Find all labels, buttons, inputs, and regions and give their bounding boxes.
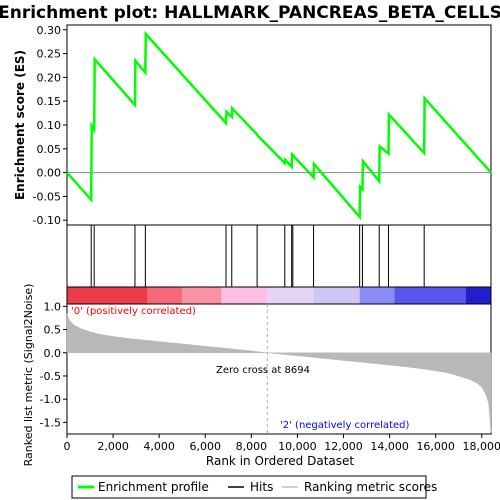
es-y-tick-label: -0.10: [33, 214, 61, 227]
es-y-tick-label: 0.05: [37, 143, 62, 156]
es-y-tick-label: 0.20: [37, 71, 62, 84]
es-y-tick-label: 0.00: [37, 167, 62, 180]
ranking-metric-area: [66, 313, 492, 433]
es-panel-frame: [66, 24, 492, 226]
x-tick-label: 6,000: [190, 440, 222, 453]
x-tick-label: 4,000: [143, 440, 175, 453]
heatbar-segment: [221, 287, 268, 304]
heatbar-segment: [394, 287, 466, 304]
es-profile-line: [66, 30, 492, 221]
x-tick-label: 12,000: [324, 440, 363, 453]
metric-y-tick-label: 1.0: [44, 300, 62, 313]
metric-y-tick-label: 0.5: [44, 324, 62, 337]
metric-y-tick-label: -1.5: [40, 416, 61, 429]
x-tick-label: 2,000: [97, 440, 129, 453]
x-tick-label: 14,000: [370, 440, 409, 453]
es-y-tick-label: 0.25: [37, 48, 62, 61]
ranking-heatbar: [67, 287, 491, 304]
legend-label-hits: Hits: [250, 480, 273, 494]
legend-label-ranking-metric: Ranking metric scores: [304, 480, 437, 494]
es-y-label: Enrichment score (ES): [13, 50, 27, 200]
x-tick-label: 8,000: [236, 440, 268, 453]
metric-y-tick-label: -0.5: [40, 370, 61, 383]
x-tick-label: 16,000: [416, 440, 455, 453]
metric-y-tick-label: 0.0: [44, 347, 62, 360]
es-y-axis: -0.10 -0.05 0.00 0.05 0.10 0.15 0.20 0.25 0.30: [33, 24, 67, 227]
es-y-tick-label: 0.15: [37, 95, 62, 108]
legend-label-enrichment-profile: Enrichment profile: [98, 480, 209, 494]
heatbar-segment: [267, 287, 314, 304]
es-profile-layer: [66, 30, 492, 221]
heatbar-segment: [147, 287, 183, 304]
chart-title: Enrichment plot: HALLMARK_PANCREAS_BETA_…: [0, 3, 500, 23]
es-y-tick-label: 0.10: [37, 119, 62, 132]
x-axis-label: Rank in Ordered Dataset: [206, 454, 354, 468]
es-y-tick-label: -0.05: [33, 190, 61, 203]
heatbar-segment: [359, 287, 395, 304]
es-y-tick-label: 0.30: [37, 24, 62, 37]
x-tick-label: 0: [64, 440, 71, 453]
heatbar-segment: [67, 287, 148, 304]
metric-y-label: Ranked list metric (Signal2Noise): [22, 284, 35, 467]
metric-layer: [66, 304, 492, 434]
hits-layer: [90, 225, 425, 287]
zero-cross-label: Zero cross at 8694: [216, 365, 310, 376]
metric-y-tick-label: -1.0: [40, 393, 61, 406]
heatbar-segment: [465, 287, 491, 304]
heatbar-segment: [313, 287, 360, 304]
heatbar-segment: [182, 287, 222, 304]
x-tick-label: 10,000: [278, 440, 317, 453]
x-axis: 0 2,000 4,000 6,000 8,000 10,000 12,000 14,000 1…: [64, 434, 500, 453]
positive-label: '0' (positively correlated): [71, 306, 196, 317]
x-tick-label: 18,000: [463, 440, 500, 453]
metric-y-axis: -1.5 -1.0 -0.5 0.0 0.5 1.0: [40, 300, 67, 429]
metric-panel-frame: [66, 303, 492, 435]
legend-box: [71, 475, 427, 499]
hits-panel-frame: [66, 224, 492, 288]
negative-label: '2' (negatively correlated): [280, 420, 409, 431]
